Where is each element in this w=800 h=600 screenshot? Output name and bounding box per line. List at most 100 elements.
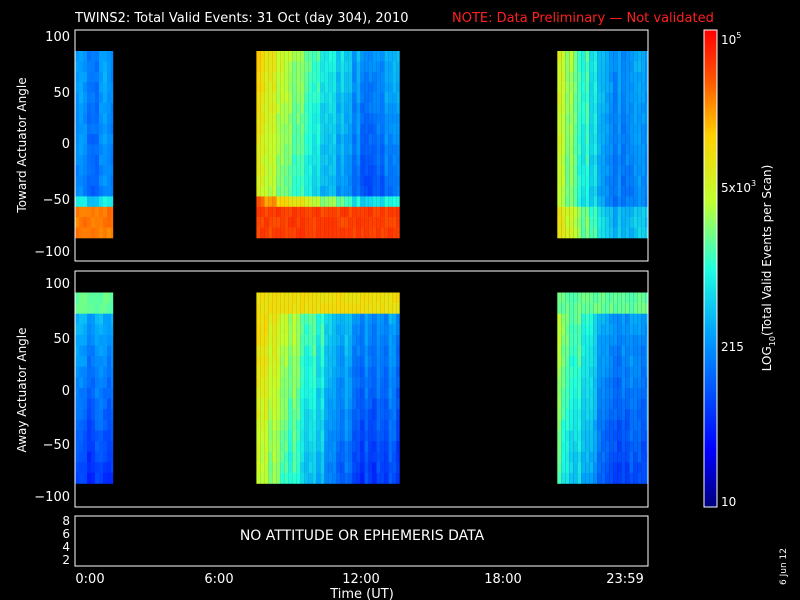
heatmap-cell	[565, 409, 570, 421]
heatmap-cell	[268, 441, 273, 452]
heatmap-cell	[75, 430, 79, 442]
heatmap-cell	[284, 462, 289, 474]
heatmap-cell	[356, 292, 361, 304]
heatmap-cell	[99, 303, 103, 315]
heatmap-cell	[87, 71, 91, 83]
heatmap-cell	[91, 356, 95, 368]
heatmap-cell	[324, 345, 329, 357]
heatmap-cell	[384, 303, 389, 315]
heatmap-cell	[617, 345, 622, 357]
heatmap-cell	[593, 206, 598, 218]
heatmap-cell	[284, 419, 289, 431]
heatmap-cell	[320, 196, 325, 208]
heatmap-cell	[300, 334, 305, 346]
heatmap-cell	[597, 441, 602, 452]
heatmap-cell	[565, 292, 570, 304]
heatmap-cell	[605, 430, 610, 442]
heatmap-cell	[304, 345, 309, 357]
heatmap-cell	[320, 186, 325, 197]
heatmap-cell	[91, 313, 95, 325]
heatmap-cell	[344, 144, 349, 156]
heatmap-cell	[280, 82, 285, 93]
heatmap-cell	[597, 217, 602, 228]
heatmap-cell	[99, 345, 103, 357]
heatmap-cell	[384, 206, 389, 218]
heatmap-cell	[372, 113, 377, 125]
heatmap-cell	[380, 334, 385, 346]
heatmap-cell	[597, 71, 602, 83]
heatmap-cell	[87, 292, 91, 304]
heatmap-cell	[621, 144, 626, 156]
heatmap-cell	[645, 206, 648, 218]
heatmap-cell	[268, 324, 273, 336]
heatmap-cell	[577, 462, 582, 474]
heatmap-cell	[332, 366, 337, 378]
heatmap-cell	[284, 217, 289, 228]
heatmap-cell	[336, 123, 341, 135]
heatmap-cell	[324, 206, 329, 218]
heatmap-cell	[79, 313, 83, 325]
heatmap-cell	[300, 165, 305, 176]
heatmap-cell	[360, 313, 365, 325]
heatmap-cell	[581, 92, 586, 104]
heatmap-cell	[87, 186, 91, 197]
heatmap-cell	[601, 206, 606, 218]
colorbar-tick-10: 10	[721, 495, 736, 509]
heatmap-cell	[392, 217, 397, 228]
heatmap-cell	[344, 82, 349, 93]
heatmap-cell	[300, 227, 305, 239]
heatmap-cell	[613, 366, 618, 378]
heatmap-cell	[292, 165, 297, 176]
heatmap-cell	[264, 61, 269, 73]
heatmap-cell	[304, 441, 309, 452]
heatmap-cell	[99, 61, 103, 73]
heatmap-cell	[324, 356, 329, 368]
heatmap-cell	[368, 472, 373, 484]
heatmap-cell	[284, 334, 289, 346]
heatmap-cell	[376, 356, 381, 368]
heatmap-cell	[581, 303, 586, 315]
heatmap-cell	[388, 324, 393, 336]
heatmap-cell	[380, 366, 385, 378]
heatmap-cell	[280, 175, 285, 187]
heatmap-cell	[593, 144, 598, 156]
heatmap-cell	[376, 206, 381, 218]
heatmap-cell	[272, 82, 277, 93]
heatmap-cell	[557, 71, 562, 83]
heatmap-cell	[380, 356, 385, 368]
heatmap-cell	[256, 196, 261, 208]
heatmap-cell	[268, 123, 273, 135]
heatmap-cell	[589, 345, 594, 357]
heatmap-cell	[376, 345, 381, 357]
heatmap-cell	[320, 206, 325, 218]
heatmap-cell	[364, 292, 369, 304]
heatmap-cell	[316, 303, 321, 315]
heatmap-cell	[561, 154, 566, 166]
heatmap-cell	[388, 409, 393, 421]
heatmap-cell	[260, 387, 265, 399]
heatmap-cell	[645, 144, 648, 156]
heatmap-cell	[111, 377, 114, 389]
heatmap-cell	[296, 356, 301, 368]
heatmap-cell	[79, 206, 83, 218]
heatmap-cell	[91, 377, 95, 389]
heatmap-cell	[336, 398, 341, 410]
heatmap-cell	[645, 451, 648, 463]
heatmap-cell	[107, 377, 111, 389]
heatmap-cell	[573, 366, 578, 378]
heatmap-cell	[617, 134, 622, 145]
heatmap-cell	[103, 356, 107, 368]
heatmap-cell	[111, 398, 114, 410]
heatmap-cell	[312, 144, 317, 156]
heatmap-cell	[340, 82, 345, 93]
heatmap-cell	[565, 324, 570, 336]
heatmap-cell	[280, 409, 285, 421]
away-heatmap	[75, 292, 648, 484]
heatmap-cell	[332, 313, 337, 325]
heatmap-cell	[585, 356, 590, 368]
heatmap-cell	[396, 377, 400, 389]
heatmap-cell	[372, 82, 377, 93]
heatmap-cell	[396, 123, 400, 135]
heatmap-cell	[593, 451, 598, 463]
heatmap-cell	[107, 398, 111, 410]
